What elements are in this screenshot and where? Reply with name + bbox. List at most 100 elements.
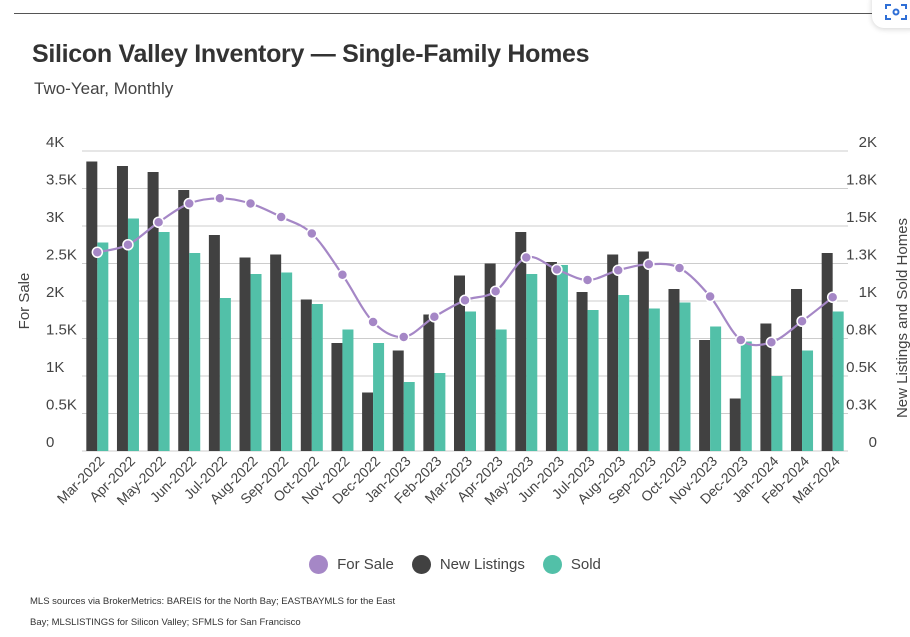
bar-sold [403,382,415,451]
bar-sold [618,295,630,451]
bar-new-listings [729,398,741,451]
point-for-sale [704,290,716,303]
y-tick-label: 0.5K [46,397,77,414]
bar-sold [587,310,599,451]
bar-sold [281,272,293,451]
point-for-sale [826,291,839,303]
bar-new-listings [791,289,803,451]
point-for-sale [796,315,808,327]
bar-new-listings [484,263,496,451]
bar-sold [679,302,691,451]
legend-item-sold[interactable]: Sold [542,554,601,574]
bar-new-listings [362,392,374,451]
scan-button[interactable] [872,0,910,28]
y-tick-label: 3K [46,209,64,226]
bar-new-listings [300,299,312,451]
y2-tick-label: 1.3K [846,247,877,264]
point-for-sale [397,331,410,343]
bar-new-listings [208,235,220,451]
point-for-sale [152,216,165,228]
point-for-sale [336,269,349,281]
point-for-sale [367,316,379,328]
bar-sold [219,298,231,451]
bar-sold [648,308,660,451]
legend-swatch-new-listings [411,554,431,574]
point-for-sale [459,294,471,306]
y-tick-label: 1K [46,359,64,376]
y-tick-label: 4K [46,134,64,151]
bar-sold [526,274,538,451]
bar-new-listings [331,343,343,451]
y-tick-label: 3.5K [46,172,77,189]
point-for-sale [520,251,533,264]
point-for-sale [489,285,502,297]
y2-tick-label: 0 [869,434,877,451]
bar-new-listings [545,262,557,451]
bar-sold [342,329,354,451]
bar-sold [495,329,507,451]
bar-new-listings [699,340,711,451]
bar-sold [710,326,722,451]
bar-sold [250,274,262,451]
point-for-sale [643,258,655,270]
bar-sold [373,343,385,451]
bar-new-listings [821,253,833,451]
legend-label-sold: Sold [570,555,601,573]
top-rule [14,13,872,14]
point-for-sale [214,192,226,204]
chart-legend: For Sale New Listings Sold [0,553,910,575]
y2-tick-label: 1.5K [846,209,877,226]
point-for-sale [612,264,624,276]
legend-swatch-for-sale [309,554,329,574]
point-for-sale [673,262,686,274]
bar-new-listings [576,292,588,451]
bar-new-listings [86,161,98,451]
y2-tick-label: 1K [859,284,877,301]
bar-new-listings [760,323,772,451]
bar-sold [771,376,783,451]
y2-tick-label: 0.3K [846,397,877,414]
bar-new-listings [392,350,404,451]
bar-sold [189,253,201,451]
bar-sold [97,242,109,451]
bar-sold [740,341,752,451]
legend-item-new-listings[interactable]: New Listings [411,554,525,574]
point-for-sale [275,211,287,223]
bar-new-listings [178,190,190,451]
point-for-sale [428,311,441,323]
bar-new-listings [454,275,465,451]
y-axis-title: For Sale [16,273,33,330]
bar-sold [311,304,323,451]
y2-tick-label: 0.5K [846,359,877,376]
y-tick-label: 0 [46,434,54,451]
bar-sold [832,311,844,451]
bar-new-listings [515,232,527,451]
bar-new-listings [270,254,282,451]
bar-sold [158,232,170,451]
y2-axis-title: New Listings and Sold Homes [894,218,910,418]
bar-new-listings [239,257,251,451]
legend-label-new-listings: New Listings [439,555,525,573]
bar-new-listings [423,314,435,451]
scan-icon [885,4,907,20]
chart-subtitle: Two-Year, Monthly [34,79,174,98]
y2-tick-label: 2K [859,134,877,151]
point-for-sale [91,246,104,258]
chart-title: Silicon Valley Inventory — Single-Family… [32,40,590,68]
bar-new-listings [668,289,680,451]
bar-sold [556,265,568,451]
bar-new-listings [116,166,128,451]
point-for-sale [735,334,747,346]
bar-sold [465,311,476,451]
point-for-sale [765,336,778,348]
y2-tick-label: 0.8K [846,322,877,339]
legend-swatch-sold [542,554,562,574]
y-tick-label: 2K [46,284,64,301]
point-for-sale [244,197,257,210]
y2-tick-label: 1.8K [846,172,877,189]
legend-item-for-sale[interactable]: For Sale [309,554,394,574]
bar-new-listings [147,172,159,451]
point-for-sale [551,263,563,276]
bar-new-listings [607,254,619,451]
y-tick-label: 2.5K [46,247,77,264]
